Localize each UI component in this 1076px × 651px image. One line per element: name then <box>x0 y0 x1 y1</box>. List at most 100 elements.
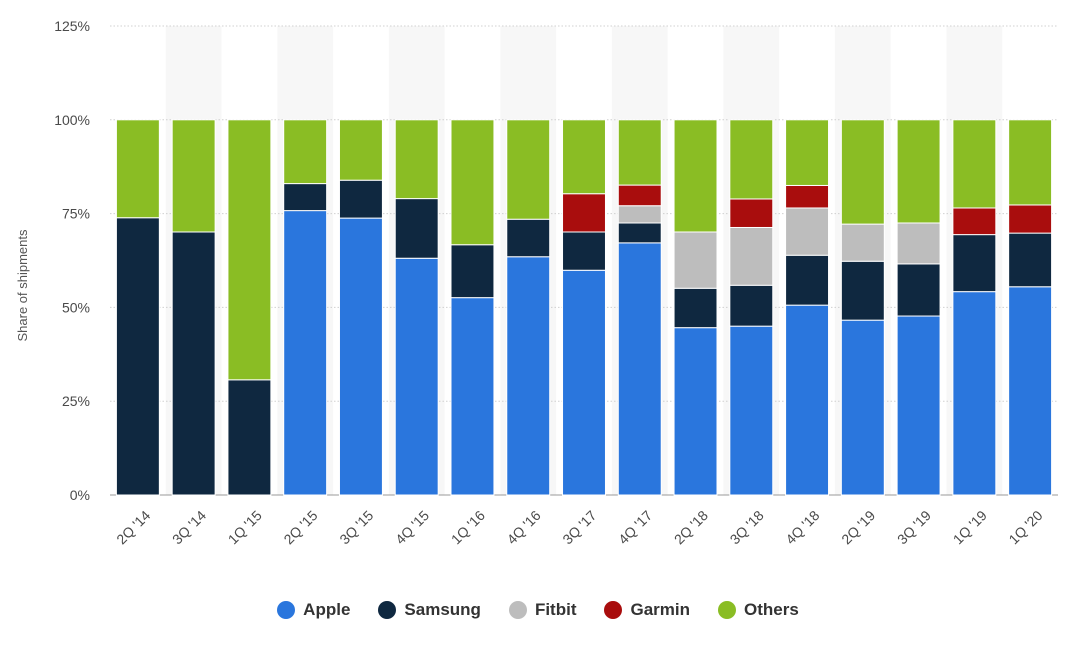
legend-item-fitbit[interactable]: Fitbit <box>508 600 577 620</box>
bar-segment-others[interactable] <box>394 119 439 200</box>
bar-segment-garmin[interactable] <box>1008 204 1053 234</box>
x-tick-label: 1Q '15 <box>225 507 265 547</box>
bar-segment-apple[interactable] <box>450 297 495 496</box>
bar-segment-fitbit[interactable] <box>840 223 885 262</box>
bar-segment-others[interactable] <box>896 119 941 224</box>
bar-segment-others[interactable] <box>227 119 272 381</box>
y-tick-label: 100% <box>54 112 90 128</box>
bar-segment-others[interactable] <box>952 119 997 209</box>
x-tick-label: 1Q '20 <box>1005 507 1045 547</box>
bar-segment-others[interactable] <box>1008 119 1053 206</box>
legend-marker-icon <box>508 601 527 619</box>
legend-label: Garmin <box>630 600 691 619</box>
bar-segment-samsung[interactable] <box>1008 232 1053 288</box>
legend-item-apple[interactable]: Apple <box>277 600 350 620</box>
legend: Apple Samsung Fitbit Garmin Others <box>0 600 1076 620</box>
y-tick-label: 75% <box>62 206 90 222</box>
bar-segment-samsung[interactable] <box>952 234 997 293</box>
legend-item-garmin[interactable]: Garmin <box>604 600 690 620</box>
x-tick-label: 3Q '14 <box>169 507 209 547</box>
x-tick-label: 4Q '17 <box>615 507 655 547</box>
x-tick-label: 4Q '15 <box>392 507 432 547</box>
bar-segment-others[interactable] <box>450 119 495 246</box>
bar-segment-garmin[interactable] <box>785 184 830 209</box>
bar-segment-others[interactable] <box>115 119 160 219</box>
x-tick-label: 3Q '18 <box>727 507 767 547</box>
x-tick-label: 3Q '19 <box>894 507 934 547</box>
bar-segment-apple[interactable] <box>729 325 774 496</box>
bar-segment-samsung[interactable] <box>283 183 328 212</box>
x-tick-label: 2Q '19 <box>838 507 878 547</box>
bar-segment-apple[interactable] <box>1008 286 1053 496</box>
x-tick-label: 2Q '14 <box>113 507 153 547</box>
bar-segment-apple[interactable] <box>562 269 606 496</box>
bar-segment-garmin[interactable] <box>617 184 662 207</box>
x-tick-label: 4Q '16 <box>504 507 544 547</box>
legend-label: Fitbit <box>534 600 577 619</box>
bar-segment-samsung[interactable] <box>562 231 606 271</box>
bar-segment-others[interactable] <box>729 119 774 200</box>
bar-segment-others[interactable] <box>562 119 606 195</box>
bar-segment-samsung[interactable] <box>450 244 495 299</box>
bar-segment-apple[interactable] <box>617 242 662 496</box>
bar-segment-samsung[interactable] <box>506 218 551 258</box>
legend-marker-icon <box>277 601 296 619</box>
legend-label: Others <box>744 600 799 619</box>
bar-segment-fitbit[interactable] <box>729 226 774 286</box>
y-axis-label: Share of shipments <box>15 229 30 342</box>
bar-segment-garmin[interactable] <box>729 198 774 228</box>
bar-segment-samsung[interactable] <box>896 263 941 317</box>
x-tick-label: 4Q '18 <box>782 507 822 547</box>
stacked-bar-chart: 0%25%50%75%100%125% 2Q '14 3Q '14 1Q '15 2Q… <box>15 18 1058 547</box>
x-tick-label: 1Q '16 <box>448 507 488 547</box>
bar-segment-others[interactable] <box>840 119 885 225</box>
x-axis-ticks: 2Q '14 3Q '14 1Q '15 2Q '15 3Q '15 4Q '15 1Q '… <box>113 507 1046 547</box>
bar-segment-garmin[interactable] <box>952 207 997 236</box>
y-tick-label: 125% <box>54 18 90 34</box>
bar-segment-apple[interactable] <box>896 315 941 496</box>
legend-label: Apple <box>303 600 351 619</box>
bar-segment-garmin[interactable] <box>562 193 606 233</box>
y-tick-label: 50% <box>62 299 90 315</box>
bar-segment-samsung[interactable] <box>785 254 830 306</box>
bar-segment-apple[interactable] <box>840 319 885 496</box>
bar-segment-fitbit[interactable] <box>617 205 662 224</box>
bar-segment-samsung[interactable] <box>673 287 718 329</box>
bar-segment-others[interactable] <box>673 119 718 233</box>
y-axis-ticks: 0% 25% 50% 75% 100% 125% <box>54 18 90 503</box>
bar-segment-samsung[interactable] <box>115 217 160 496</box>
bar-segment-fitbit[interactable] <box>896 222 941 265</box>
x-tick-label: 2Q '18 <box>671 507 711 547</box>
bar-segment-samsung[interactable] <box>171 231 216 496</box>
bar-segment-samsung[interactable] <box>617 222 662 244</box>
legend-label: Samsung <box>404 600 481 619</box>
bar-segment-samsung[interactable] <box>729 284 774 327</box>
legend-item-samsung[interactable]: Samsung <box>378 600 481 620</box>
bar-segment-apple[interactable] <box>952 291 997 496</box>
bar-segment-samsung[interactable] <box>394 198 439 259</box>
bar-segment-others[interactable] <box>171 119 216 233</box>
bar-segment-samsung[interactable] <box>840 260 885 321</box>
bar-segment-samsung[interactable] <box>227 379 272 496</box>
bars-group <box>115 119 1053 496</box>
bar-segment-others[interactable] <box>338 119 383 181</box>
bar-segment-apple[interactable] <box>338 217 383 496</box>
bar-segment-others[interactable] <box>785 119 830 186</box>
bar-segment-apple[interactable] <box>283 210 328 496</box>
bar-segment-apple[interactable] <box>785 304 830 496</box>
x-tick-label: 1Q '19 <box>950 507 990 547</box>
x-tick-label: 3Q '15 <box>336 507 376 547</box>
bar-segment-apple[interactable] <box>673 327 718 496</box>
legend-marker-icon <box>378 601 397 619</box>
bar-segment-samsung[interactable] <box>338 179 383 219</box>
legend-marker-icon <box>604 601 623 619</box>
bar-segment-apple[interactable] <box>506 256 551 496</box>
legend-item-others[interactable]: Others <box>718 600 799 620</box>
legend-marker-icon <box>718 601 737 619</box>
bar-segment-others[interactable] <box>283 119 328 185</box>
bar-segment-apple[interactable] <box>394 257 439 496</box>
bar-segment-others[interactable] <box>506 119 551 220</box>
bar-segment-fitbit[interactable] <box>785 207 830 256</box>
bar-segment-fitbit[interactable] <box>673 231 718 289</box>
bar-segment-others[interactable] <box>617 119 662 186</box>
